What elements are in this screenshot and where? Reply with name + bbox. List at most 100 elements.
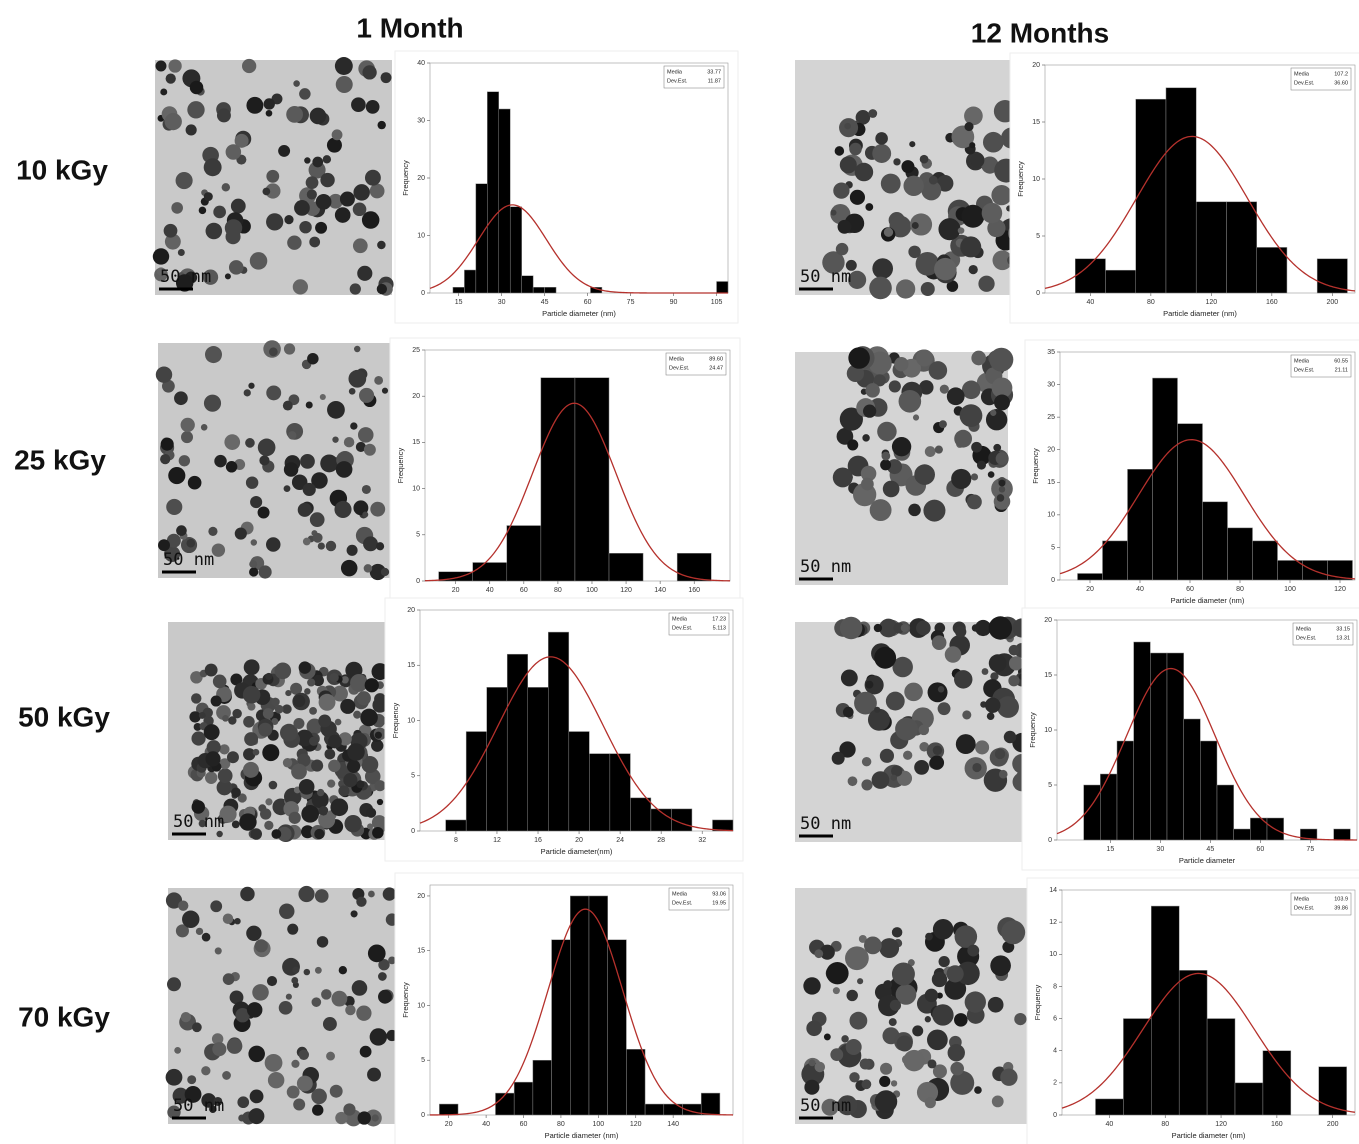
particle — [957, 227, 965, 234]
particle — [885, 691, 905, 711]
particle — [970, 153, 985, 168]
stats-value: 24.47 — [709, 365, 723, 371]
particle — [316, 788, 325, 797]
particle — [895, 717, 919, 741]
particle — [250, 539, 258, 546]
particle — [849, 142, 862, 156]
particle — [293, 717, 305, 730]
particle — [203, 158, 222, 177]
particle — [951, 125, 975, 149]
particle — [167, 977, 181, 992]
particle — [891, 927, 903, 938]
particle — [924, 1016, 931, 1023]
particle — [996, 494, 1005, 502]
stats-value: 17.23 — [712, 616, 726, 622]
particle — [189, 80, 204, 95]
particle — [262, 708, 274, 719]
particle — [291, 474, 308, 490]
particle — [847, 439, 859, 451]
bar — [1077, 573, 1103, 581]
tem-image: 50 nm — [795, 60, 1034, 300]
particle — [909, 141, 916, 148]
particle — [889, 999, 902, 1011]
particle — [1008, 656, 1024, 671]
particle — [839, 741, 856, 758]
particle — [247, 702, 256, 711]
y-tick-label: 0 — [421, 1112, 425, 1119]
x-tick-label: 60 — [520, 587, 528, 594]
stats-label: Media — [667, 69, 683, 75]
particle — [924, 446, 936, 457]
particle — [285, 993, 292, 1000]
particle — [264, 1053, 283, 1072]
particle — [340, 698, 356, 714]
bar — [465, 731, 487, 832]
column-title: 1 Month — [356, 12, 463, 43]
particle — [318, 714, 332, 728]
x-tick-label: 60 — [584, 299, 592, 306]
particle — [861, 756, 872, 767]
y-tick-label: 10 — [417, 1002, 425, 1009]
particle — [185, 124, 197, 136]
particle — [182, 910, 200, 928]
x-tick-label: 60 — [1186, 586, 1194, 593]
particle — [271, 697, 280, 707]
y-axis-label: Frequency — [1028, 712, 1037, 748]
y-tick-label: 30 — [417, 117, 425, 124]
y-tick-label: 0 — [416, 578, 420, 585]
stats-value: 21.11 — [1335, 367, 1348, 373]
particle — [209, 1105, 217, 1114]
bar — [464, 269, 477, 294]
particle — [974, 1086, 982, 1094]
particle — [353, 500, 369, 516]
x-tick-label: 15 — [1106, 846, 1114, 853]
y-tick-label: 10 — [1044, 727, 1052, 734]
particle — [356, 896, 367, 907]
normal-fit-curve — [1056, 667, 1357, 841]
particle — [265, 183, 281, 199]
x-tick-label: 28 — [657, 837, 665, 844]
y-tick-label: 20 — [1044, 617, 1052, 624]
y-tick-label: 14 — [1049, 887, 1057, 894]
bar — [540, 377, 576, 582]
particle — [248, 382, 255, 389]
particle — [302, 537, 311, 546]
particle — [264, 820, 274, 830]
particle — [880, 173, 901, 194]
x-tick-label: 75 — [1306, 846, 1314, 853]
y-tick-label: 20 — [417, 893, 425, 900]
particle — [954, 429, 973, 448]
particle — [374, 780, 386, 792]
particle — [329, 672, 339, 683]
particle — [946, 387, 965, 406]
particle — [160, 88, 168, 96]
particle — [1001, 920, 1026, 945]
y-tick-label: 6 — [1053, 1015, 1057, 1022]
particle — [879, 618, 898, 638]
scale-bar-label: 50 nm — [800, 814, 851, 834]
particle — [265, 672, 273, 681]
particle — [248, 1045, 265, 1063]
bar — [1302, 560, 1328, 581]
particle — [322, 155, 332, 164]
particle — [334, 718, 342, 726]
particle — [845, 259, 857, 271]
particle — [993, 443, 1002, 452]
particle — [312, 1104, 324, 1116]
particle — [919, 380, 934, 395]
particle — [353, 710, 362, 719]
particle — [964, 106, 983, 126]
particle — [241, 58, 257, 74]
particle — [317, 542, 325, 550]
particle — [924, 1097, 936, 1109]
particle — [955, 734, 976, 755]
particle — [961, 204, 985, 228]
particle — [293, 1098, 306, 1111]
particle — [893, 622, 905, 634]
particle — [214, 454, 227, 468]
particle — [331, 129, 343, 141]
particle — [848, 347, 870, 369]
x-tick-label: 100 — [1284, 586, 1296, 593]
particle — [191, 800, 205, 814]
bar — [1262, 1050, 1292, 1116]
